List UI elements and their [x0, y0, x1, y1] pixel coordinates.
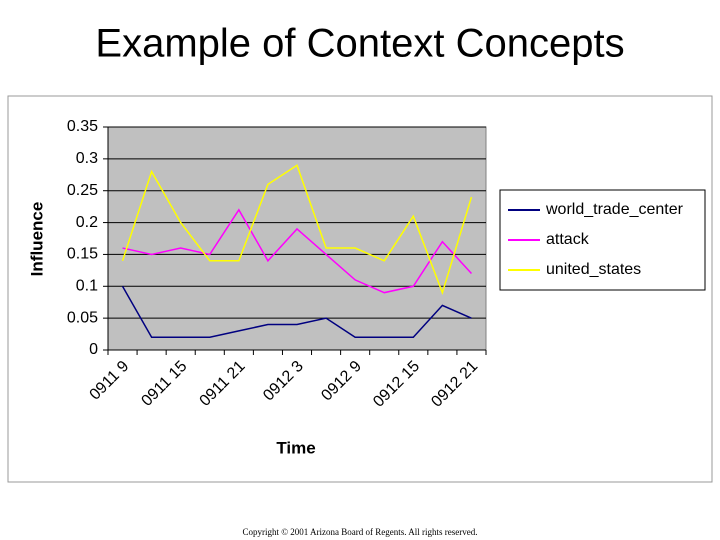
legend-label: world_trade_center: [545, 201, 684, 218]
y-tick-label: 0: [89, 341, 98, 358]
y-tick-label: 0.15: [67, 246, 98, 263]
series-line: [122, 208, 473, 294]
y-tick-label: 0.1: [76, 278, 98, 295]
plot-area: [107, 126, 487, 351]
series-line: [121, 164, 473, 295]
legend-label: attack: [546, 231, 590, 248]
series-line: [121, 285, 472, 339]
y-tick-label: 0.35: [67, 118, 98, 135]
y-tick-label: 0.3: [76, 150, 98, 167]
legend-label: united_states: [546, 261, 641, 278]
slide-title: Example of Context Concepts: [95, 22, 624, 66]
x-axis-label: Time: [276, 438, 315, 457]
y-tick-label: 0.05: [67, 309, 98, 326]
y-tick-label: 0.25: [67, 182, 98, 199]
y-axis-label: Influence: [27, 202, 46, 277]
y-tick-label: 0.2: [76, 214, 98, 231]
footer: Copyright © 2001 Arizona Board of Regent…: [242, 527, 477, 537]
